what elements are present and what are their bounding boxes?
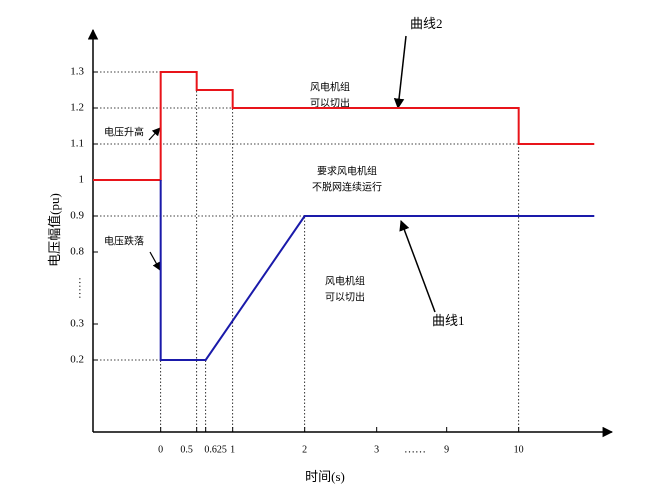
series-label: 曲线1: [432, 313, 465, 328]
x-tick-label: 9: [444, 444, 449, 455]
x-tick-label: 0.625: [204, 444, 227, 455]
y-break-label: ……: [72, 277, 84, 299]
annotation: 可以切出: [325, 290, 365, 303]
arrow: [148, 127, 161, 141]
annotation: 电压升高: [104, 125, 144, 138]
series-line: [93, 71, 595, 181]
annotation: 电压跌落: [104, 234, 144, 247]
y-tick-label: 1.2: [70, 102, 84, 114]
x-break-label: ……: [404, 444, 426, 456]
x-tick-label: 0: [158, 444, 163, 455]
y-tick-label: 0.3: [70, 318, 84, 330]
y-tick-label: 1.1: [70, 138, 84, 150]
arrow: [149, 251, 161, 271]
annotation: 可以切出: [310, 96, 350, 109]
annotation: 风电机组: [325, 274, 365, 287]
y-tick-label: 0.9: [70, 210, 84, 222]
x-tick-label: 0.5: [180, 444, 193, 455]
y-tick-label: 0.8: [70, 246, 84, 258]
series-label: 曲线2: [410, 16, 443, 31]
y-tick-label: 1: [79, 174, 85, 186]
series-line: [159, 180, 595, 361]
y-axis-label: 电压幅值(pu): [47, 193, 62, 267]
x-axis-label: 时间(s): [305, 469, 345, 484]
annotation: 要求风电机组: [317, 164, 377, 177]
x-tick-label: 2: [302, 444, 307, 455]
x-tick-label: 10: [514, 444, 524, 455]
arrow: [393, 35, 407, 110]
x-tick-label: 3: [374, 444, 379, 455]
x-tick-label: 1: [230, 444, 235, 455]
arrow: [399, 220, 436, 313]
annotation: 风电机组: [310, 80, 350, 93]
y-tick-label: 1.3: [70, 66, 84, 78]
annotation: 不脱网连续运行: [312, 180, 382, 193]
y-tick-label: 0.2: [70, 354, 84, 366]
